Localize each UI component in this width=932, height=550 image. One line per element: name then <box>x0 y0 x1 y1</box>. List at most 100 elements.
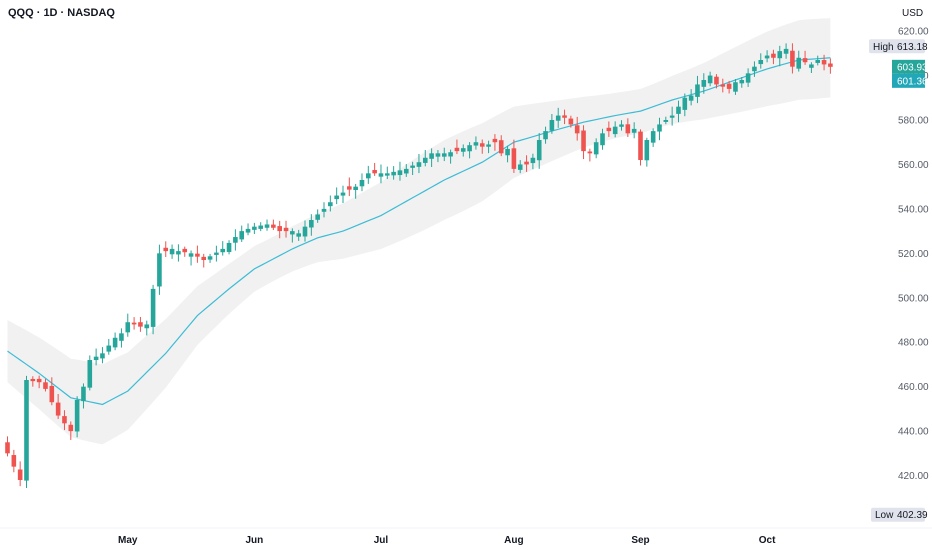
candle[interactable] <box>290 228 295 243</box>
candle[interactable] <box>321 202 327 218</box>
candle-body[interactable] <box>226 242 232 252</box>
candle-body[interactable] <box>138 322 143 327</box>
candle-body[interactable] <box>207 256 213 260</box>
candle[interactable] <box>771 49 776 65</box>
candle-body[interactable] <box>663 120 669 122</box>
candle-body[interactable] <box>549 120 555 131</box>
candle[interactable] <box>448 149 453 164</box>
candle-body[interactable] <box>296 233 301 237</box>
candle[interactable] <box>347 177 352 197</box>
candle-body[interactable] <box>68 424 74 432</box>
candle-body[interactable] <box>600 133 605 146</box>
candle-body[interactable] <box>764 55 770 59</box>
candle-body[interactable] <box>328 202 333 207</box>
candle[interactable] <box>790 43 795 74</box>
candle-body[interactable] <box>150 288 156 327</box>
candle-body[interactable] <box>486 144 491 147</box>
candle[interactable] <box>562 109 567 125</box>
candle[interactable] <box>714 74 719 89</box>
candle-body[interactable] <box>429 153 434 159</box>
candle[interactable] <box>429 148 434 167</box>
candle[interactable] <box>467 142 472 159</box>
candle[interactable] <box>758 53 764 69</box>
candle[interactable] <box>619 120 624 131</box>
candle-body[interactable] <box>55 402 61 416</box>
candle[interactable] <box>55 394 61 420</box>
candle[interactable] <box>258 222 263 232</box>
candle-body[interactable] <box>752 66 757 72</box>
candle-body[interactable] <box>397 170 403 176</box>
candle[interactable] <box>733 79 738 95</box>
candle-body[interactable] <box>581 130 586 152</box>
candle-body[interactable] <box>802 58 808 63</box>
candle-body[interactable] <box>517 164 523 170</box>
candle-body[interactable] <box>587 151 593 154</box>
candle-body[interactable] <box>264 224 270 228</box>
candle[interactable] <box>695 75 700 104</box>
candle-body[interactable] <box>195 253 200 257</box>
candle[interactable] <box>359 173 365 192</box>
candle-body[interactable] <box>524 161 529 165</box>
candle-body[interactable] <box>454 147 460 152</box>
candle-body[interactable] <box>631 128 637 133</box>
candle[interactable] <box>454 139 460 155</box>
candle-body[interactable] <box>214 252 219 255</box>
candle[interactable] <box>11 449 17 473</box>
candle-body[interactable] <box>460 148 466 152</box>
candle[interactable] <box>828 58 833 74</box>
candle[interactable] <box>764 50 770 63</box>
candle-body[interactable] <box>74 400 80 432</box>
candle[interactable] <box>745 68 751 87</box>
candle-body[interactable] <box>100 353 105 359</box>
candle-body[interactable] <box>11 455 17 467</box>
candle-body[interactable] <box>809 64 814 68</box>
candle-body[interactable] <box>410 165 415 168</box>
candle-body[interactable] <box>366 173 371 179</box>
candle-body[interactable] <box>36 378 42 383</box>
candle-body[interactable] <box>695 84 700 97</box>
candle-body[interactable] <box>555 115 561 121</box>
candle-body[interactable] <box>536 140 542 161</box>
candle[interactable] <box>511 139 517 173</box>
candle-body[interactable] <box>24 380 29 481</box>
candle[interactable] <box>600 128 605 150</box>
candle-body[interactable] <box>422 157 428 163</box>
candle-body[interactable] <box>49 385 55 403</box>
candle-body[interactable] <box>815 60 821 63</box>
candle-body[interactable] <box>169 248 175 255</box>
candle-body[interactable] <box>290 231 295 235</box>
candle[interactable] <box>182 246 188 257</box>
candle-body[interactable] <box>790 50 795 67</box>
candle[interactable] <box>144 320 150 336</box>
candle[interactable] <box>473 136 479 150</box>
candle-body[interactable] <box>726 83 732 89</box>
candle[interactable] <box>138 316 143 332</box>
candle[interactable] <box>201 253 207 268</box>
candle[interactable] <box>353 183 358 199</box>
candle[interactable] <box>366 165 371 184</box>
candle[interactable] <box>283 220 289 238</box>
candle[interactable] <box>574 116 580 141</box>
candle[interactable] <box>752 61 757 77</box>
candle-body[interactable] <box>378 173 384 177</box>
candle-body[interactable] <box>106 345 112 352</box>
candle-body[interactable] <box>644 140 650 161</box>
candle-body[interactable] <box>302 226 308 237</box>
candle[interactable] <box>226 240 232 255</box>
candle[interactable] <box>157 244 162 295</box>
candle[interactable] <box>581 125 586 160</box>
candle[interactable] <box>150 284 156 335</box>
candle-body[interactable] <box>87 360 93 388</box>
candle-body[interactable] <box>714 76 719 85</box>
candle[interactable] <box>593 138 599 159</box>
candle[interactable] <box>821 54 827 71</box>
candle[interactable] <box>119 328 124 348</box>
candle[interactable] <box>701 73 707 94</box>
candle-body[interactable] <box>182 248 188 253</box>
candle[interactable] <box>24 375 29 489</box>
candle-body[interactable] <box>112 337 118 348</box>
candle[interactable] <box>93 348 99 366</box>
candle[interactable] <box>87 355 93 391</box>
candle[interactable] <box>315 209 320 223</box>
candle[interactable] <box>543 126 548 144</box>
